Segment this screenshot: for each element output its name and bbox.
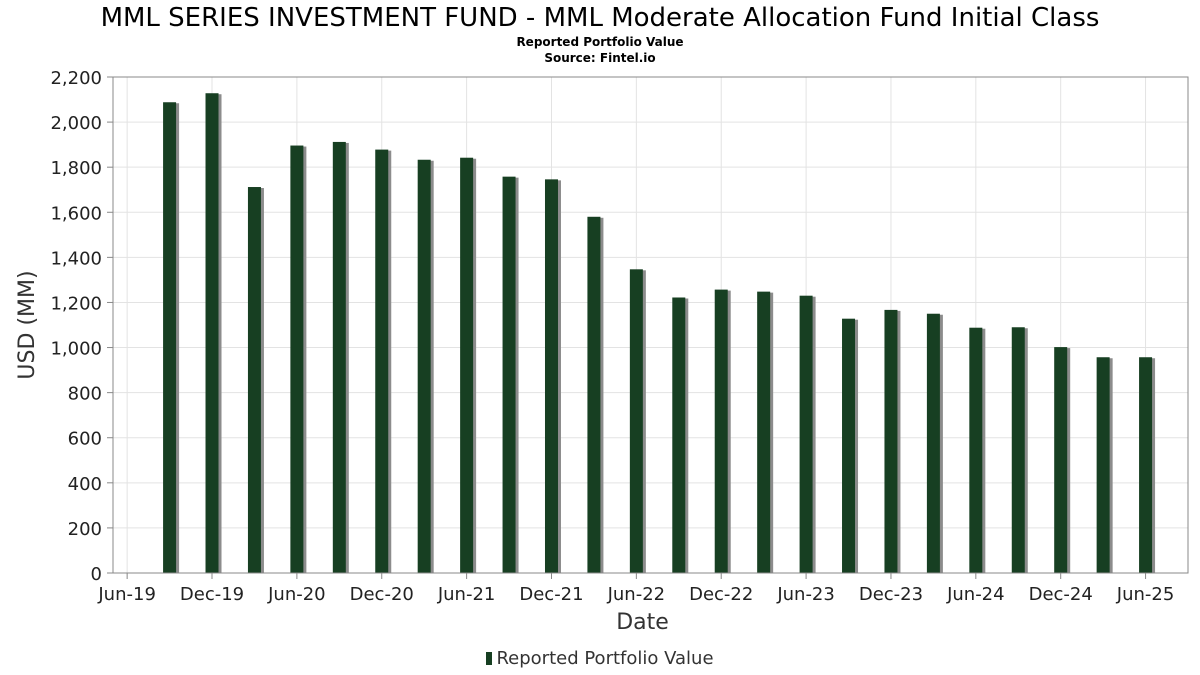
bar — [417, 159, 431, 573]
bar — [1054, 347, 1068, 573]
bar — [502, 176, 516, 573]
bar — [629, 269, 643, 573]
bar — [375, 149, 389, 573]
bar — [460, 157, 474, 574]
x-axis-label: Date — [616, 610, 669, 635]
x-tick-label: Jun-23 — [776, 584, 835, 605]
bar — [205, 93, 219, 573]
y-tick-label: 800 — [68, 384, 102, 405]
plot-frame — [112, 76, 1189, 574]
bar — [1011, 327, 1025, 573]
bar — [969, 327, 983, 573]
x-tick-label: Jun-22 — [607, 584, 666, 605]
x-tick-label: Dec-22 — [689, 584, 753, 605]
y-tick-label: 600 — [68, 429, 102, 450]
y-tick-label: 1,600 — [50, 203, 102, 224]
y-axis-label: USD (MM) — [15, 270, 40, 379]
bar — [799, 295, 813, 573]
bar — [544, 179, 558, 573]
y-tick-label: 2,200 — [50, 68, 102, 89]
bar — [714, 289, 728, 573]
bar — [1139, 357, 1153, 573]
chart-subtitle: Reported Portfolio Value — [516, 35, 684, 49]
bar — [290, 145, 304, 573]
y-tick-label: 1,200 — [50, 293, 102, 314]
bars — [163, 93, 1156, 574]
y-tick-label: 400 — [68, 474, 102, 495]
bar — [842, 318, 856, 573]
x-axis: Jun-19 Dec-19 Jun-20 Dec-20 Jun-21 Dec-21 Jun-… — [97, 573, 1174, 605]
bar — [247, 187, 261, 573]
x-tick-label: Jun-19 — [97, 584, 156, 605]
legend-swatch — [486, 652, 493, 665]
x-tick-label: Jun-24 — [946, 584, 1005, 605]
bar — [332, 141, 346, 573]
x-tick-label: Jun-25 — [1116, 584, 1175, 605]
y-tick-label: 1,400 — [50, 248, 102, 269]
bar — [1096, 357, 1110, 573]
y-tick-label: 2,000 — [50, 113, 102, 134]
chart-title: MML SERIES INVESTMENT FUND - MML Moderat… — [100, 3, 1100, 33]
x-tick-label: Jun-20 — [267, 584, 326, 605]
x-tick-label: Dec-21 — [519, 584, 583, 605]
x-tick-label: Dec-20 — [350, 584, 414, 605]
bar — [672, 297, 686, 573]
legend: Reported Portfolio Value — [0, 648, 1200, 670]
y-tick-label: 1,000 — [50, 339, 102, 360]
bar — [587, 216, 601, 574]
y-tick-label: 1,800 — [50, 158, 102, 179]
y-axis: 0 200 400 600 800 1,000 1,200 1,400 1,600 1,800 2,… — [50, 68, 113, 585]
bar — [926, 313, 940, 573]
bar — [884, 309, 898, 573]
chart-source: Source: Fintel.io — [544, 51, 656, 65]
x-tick-label: Jun-21 — [437, 584, 496, 605]
legend-label: Reported Portfolio Value — [496, 648, 714, 669]
x-tick-label: Dec-23 — [859, 584, 923, 605]
bar — [163, 102, 177, 573]
bar — [757, 291, 771, 573]
x-tick-label: Dec-24 — [1029, 584, 1093, 605]
x-tick-label: Dec-19 — [180, 584, 244, 605]
y-tick-label: 200 — [68, 519, 102, 540]
y-tick-label: 0 — [91, 564, 102, 585]
